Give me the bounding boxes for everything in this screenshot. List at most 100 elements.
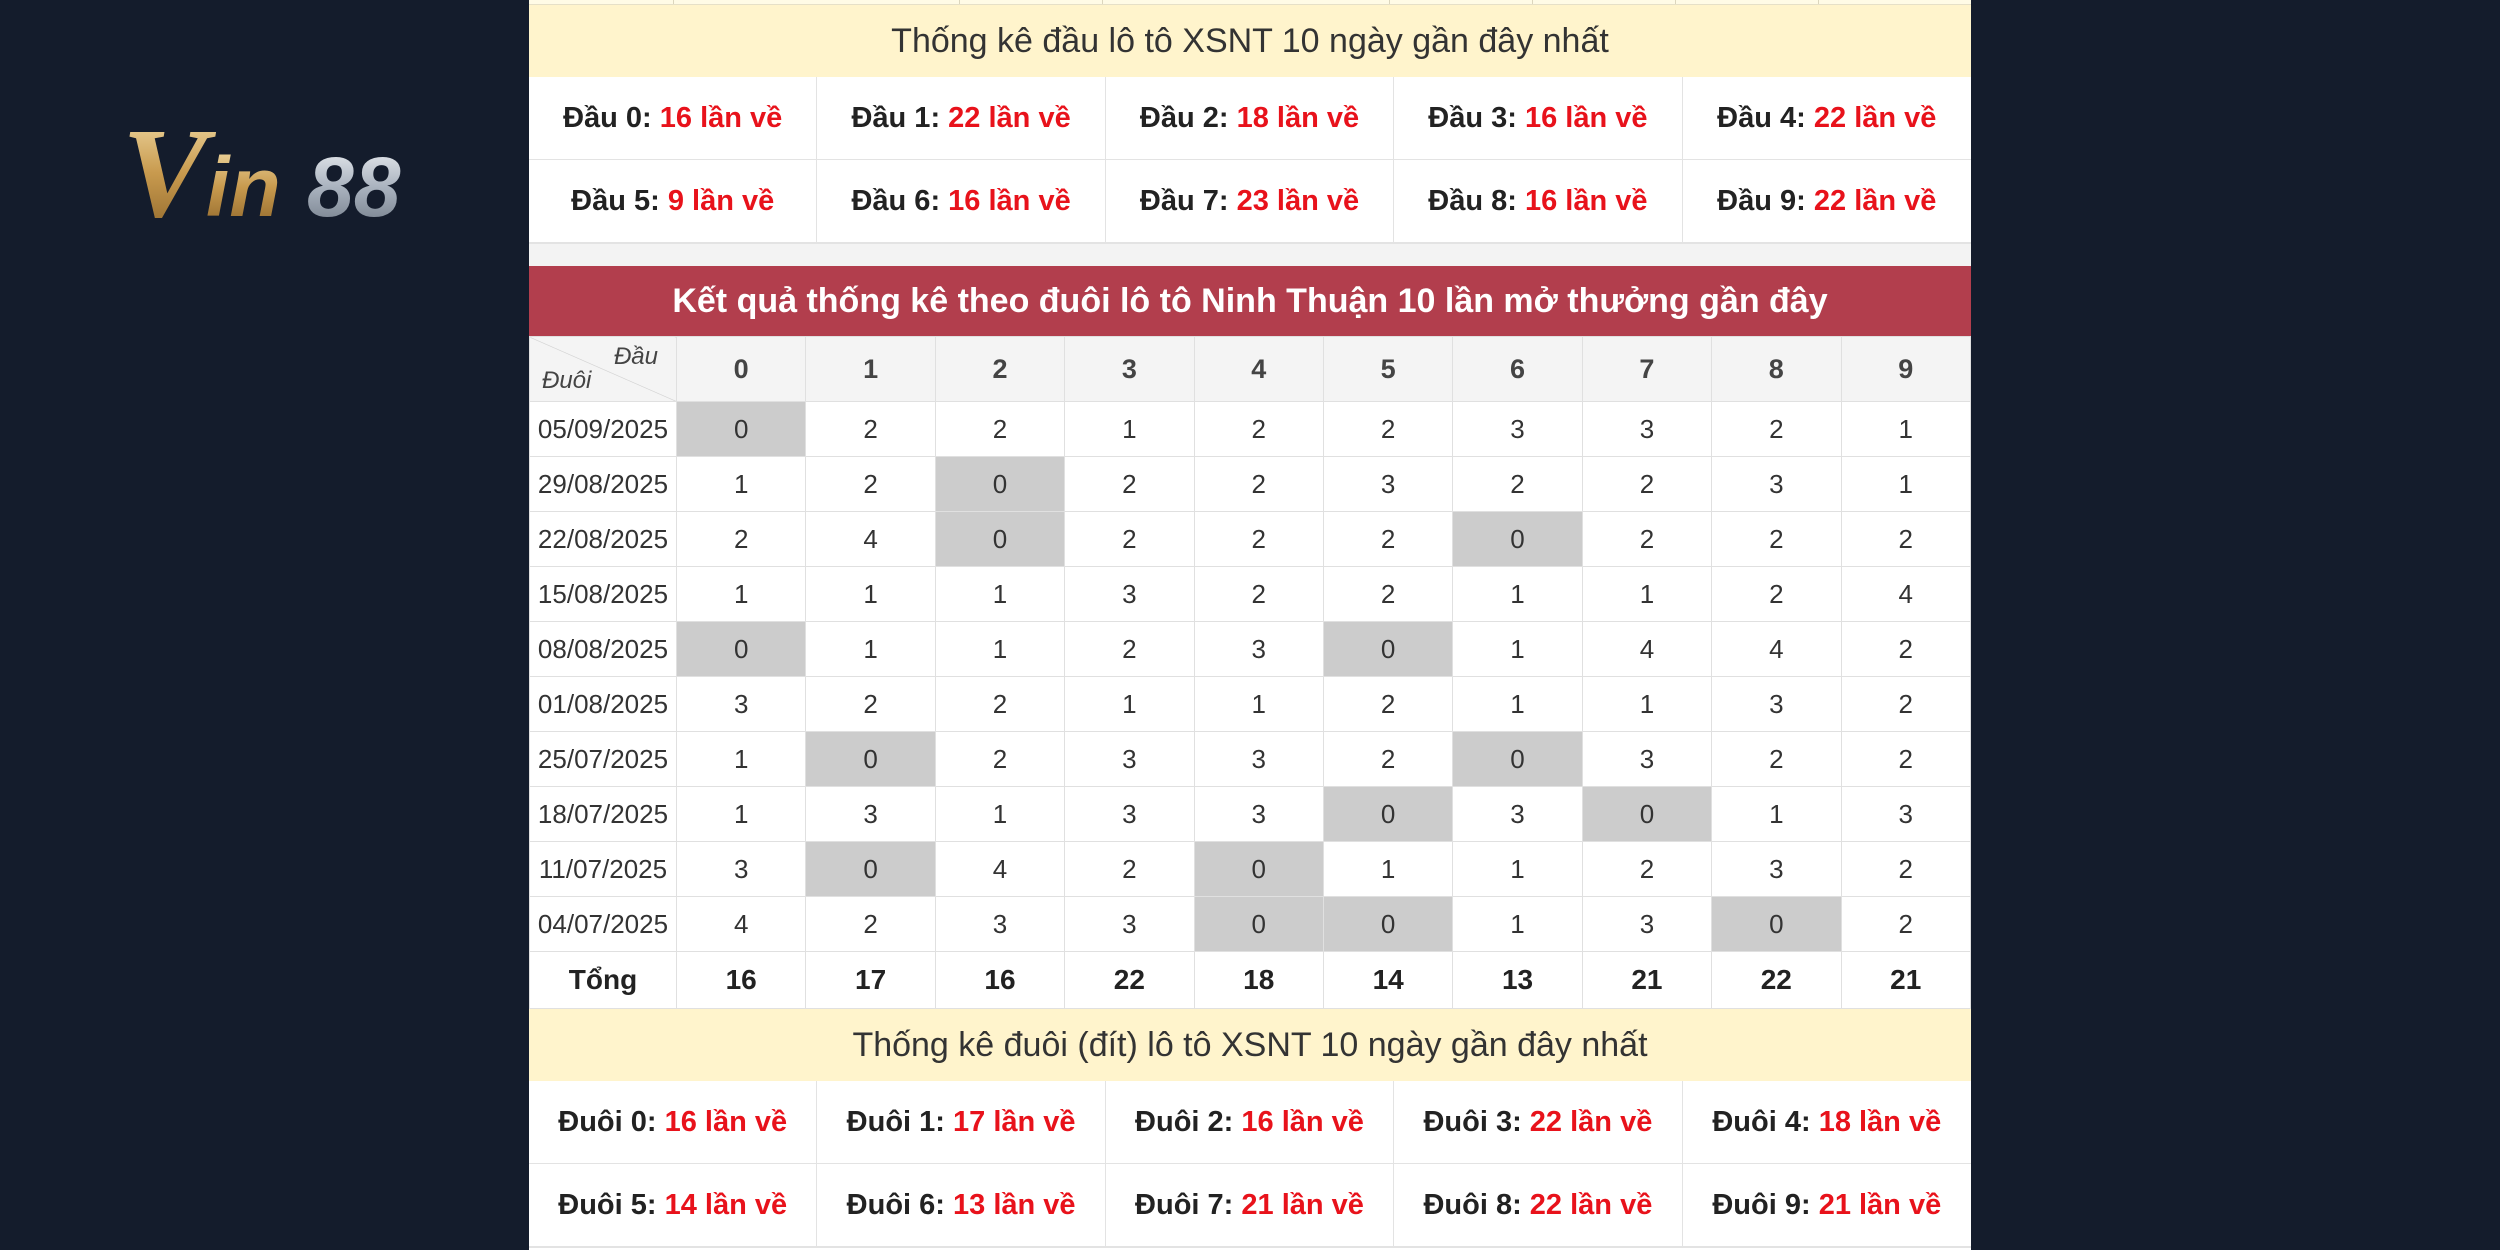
table-cell: 2 — [1322, 401, 1454, 457]
duoi-summary-cell: Đuôi 8: 22 lần về — [1394, 1164, 1683, 1247]
table-cell: 0 — [934, 511, 1066, 567]
duoi-count: 14 lần về — [664, 1189, 788, 1221]
table-cell: 3 — [1711, 676, 1842, 732]
row-date: 29/08/2025 — [529, 456, 677, 512]
column-header: 5 — [1322, 336, 1454, 402]
total-cell: 14 — [1322, 951, 1454, 1009]
total-cell: 16 — [675, 951, 807, 1009]
duoi-summary-cell: Đuôi 0: 16 lần về — [529, 1081, 818, 1164]
total-cell: 18 — [1193, 951, 1324, 1009]
row-date: 08/08/2025 — [529, 621, 677, 677]
table-cell: 2 — [934, 401, 1066, 457]
table-cell: 3 — [1064, 731, 1195, 787]
table-cell: 2 — [1840, 896, 1971, 952]
dau-summary-cell: Đầu 3: 16 lần về — [1394, 77, 1683, 160]
dau-summary-cell: Đầu 2: 18 lần về — [1105, 77, 1395, 160]
duoi-label: Đuôi 9: — [1712, 1189, 1811, 1221]
duoi-label: Đuôi 7: — [1135, 1189, 1234, 1221]
table-cell: 2 — [1322, 676, 1454, 732]
table-cell: 1 — [1064, 401, 1195, 457]
dau-count: 9 lần về — [667, 185, 775, 217]
column-header: 0 — [675, 336, 807, 402]
table-cell: 1 — [1322, 841, 1454, 897]
table-cell: 1 — [675, 456, 807, 512]
dau-summary-grid: Đầu 0: 16 lần về Đầu 1: 22 lần về Đầu 2: 1… — [529, 77, 1971, 244]
duoi-label: Đuôi 3: — [1423, 1106, 1522, 1138]
table-cell: 1 — [1452, 896, 1583, 952]
top-table-remnant — [529, 0, 1971, 5]
table-cell: 2 — [1840, 841, 1971, 897]
table-cell: 2 — [1581, 841, 1713, 897]
table-cell: 1 — [1840, 401, 1971, 457]
table-cell: 0 — [1452, 731, 1583, 787]
dau-count: 23 lần về — [1236, 185, 1360, 217]
dau-summary-cell: Đầu 4: 22 lần về — [1682, 77, 1971, 160]
duoi-summary-cell: Đuôi 9: 21 lần về — [1682, 1164, 1971, 1247]
table-cell: 3 — [1840, 786, 1971, 842]
duoi-summary-cell: Đuôi 2: 16 lần về — [1105, 1081, 1395, 1164]
table-cell: 3 — [675, 841, 807, 897]
dau-count: 16 lần về — [659, 102, 783, 134]
table-cell: 4 — [934, 841, 1066, 897]
table-cell: 4 — [675, 896, 807, 952]
table-cell: 2 — [1064, 841, 1195, 897]
row-date: 01/08/2025 — [529, 676, 677, 732]
table-row: 22/08/2025 2 4 0 2 2 2 0 2 2 2 — [529, 511, 1971, 567]
table-row: 11/07/2025 3 0 4 2 0 1 1 2 3 2 — [529, 841, 1971, 897]
table-cell: 2 — [1452, 456, 1583, 512]
dau-label: Đầu 7: — [1139, 185, 1229, 217]
duoi-summary-cell: Đuôi 5: 14 lần về — [529, 1164, 818, 1247]
table-cell: 1 — [1452, 566, 1583, 622]
vin88-logo: V in 88 — [122, 102, 482, 244]
table-cell: 0 — [934, 456, 1066, 512]
table-cell: 0 — [1322, 786, 1454, 842]
table-cell: 2 — [1711, 566, 1842, 622]
total-cell: 21 — [1581, 951, 1713, 1009]
table-cell: 2 — [1193, 566, 1324, 622]
table-cell: 2 — [934, 676, 1066, 732]
duoi-count: 17 lần về — [953, 1106, 1076, 1138]
table-row: 05/09/2025 0 2 2 1 2 2 3 3 2 1 — [529, 401, 1971, 457]
table-row: 29/08/2025 1 2 0 2 2 3 2 2 3 1 — [529, 456, 1971, 512]
table-cell: 3 — [1452, 786, 1583, 842]
table-cell: 3 — [934, 896, 1066, 952]
table-cell: 3 — [675, 676, 807, 732]
duoi-count: 18 lần về — [1818, 1106, 1942, 1138]
table-cell: 3 — [1452, 401, 1583, 457]
table-cell: 2 — [934, 731, 1066, 787]
table-row: 08/08/2025 0 1 1 2 3 0 1 4 4 2 — [529, 621, 1971, 677]
table-cell: 2 — [805, 401, 936, 457]
row-date: 05/09/2025 — [529, 401, 677, 457]
table-row: 25/07/2025 1 0 2 3 3 2 0 3 2 2 — [529, 731, 1971, 787]
duoi-label: Đuôi 2: — [1135, 1106, 1234, 1138]
total-row: Tổng 16 17 16 22 18 14 13 21 22 21 — [529, 951, 1971, 1009]
table-cell: 2 — [1322, 566, 1454, 622]
column-header: 2 — [934, 336, 1066, 402]
dau-summary-cell: Đầu 9: 22 lần về — [1682, 160, 1971, 243]
table-cell: 1 — [1452, 621, 1583, 677]
column-header: 3 — [1064, 336, 1195, 402]
column-header: 7 — [1581, 336, 1713, 402]
corner-duoi-label: Đuôi — [542, 367, 592, 394]
duoi-summary-cell: Đuôi 7: 21 lần về — [1105, 1164, 1395, 1247]
table-cell: 1 — [934, 621, 1066, 677]
table-cell: 2 — [805, 676, 936, 732]
dau-count: 22 lần về — [948, 102, 1071, 134]
table-row: 04/07/2025 4 2 3 3 0 0 1 3 0 2 — [529, 896, 1971, 952]
dau-label: Đầu 0: — [563, 102, 652, 134]
duoi-count: 22 lần về — [1529, 1106, 1653, 1138]
table-cell: 3 — [1581, 731, 1713, 787]
duoi-summary-cell: Đuôi 6: 13 lần về — [817, 1164, 1106, 1247]
dau-label: Đầu 5: — [571, 185, 660, 217]
duoi-count: 21 lần về — [1241, 1189, 1364, 1221]
column-header: 6 — [1452, 336, 1583, 402]
dau-label: Đầu 3: — [1428, 102, 1517, 134]
dau-summary-cell: Đầu 8: 16 lần về — [1394, 160, 1683, 243]
dau-summary-cell: Đầu 1: 22 lần về — [817, 77, 1106, 160]
duoi-label: Đuôi 6: — [846, 1189, 945, 1221]
duoi-summary-cell: Đuôi 3: 22 lần về — [1394, 1081, 1683, 1164]
table-cell: 2 — [805, 456, 936, 512]
column-header: 4 — [1193, 336, 1324, 402]
table-cell: 1 — [1840, 456, 1971, 512]
table-cell: 4 — [805, 511, 936, 567]
